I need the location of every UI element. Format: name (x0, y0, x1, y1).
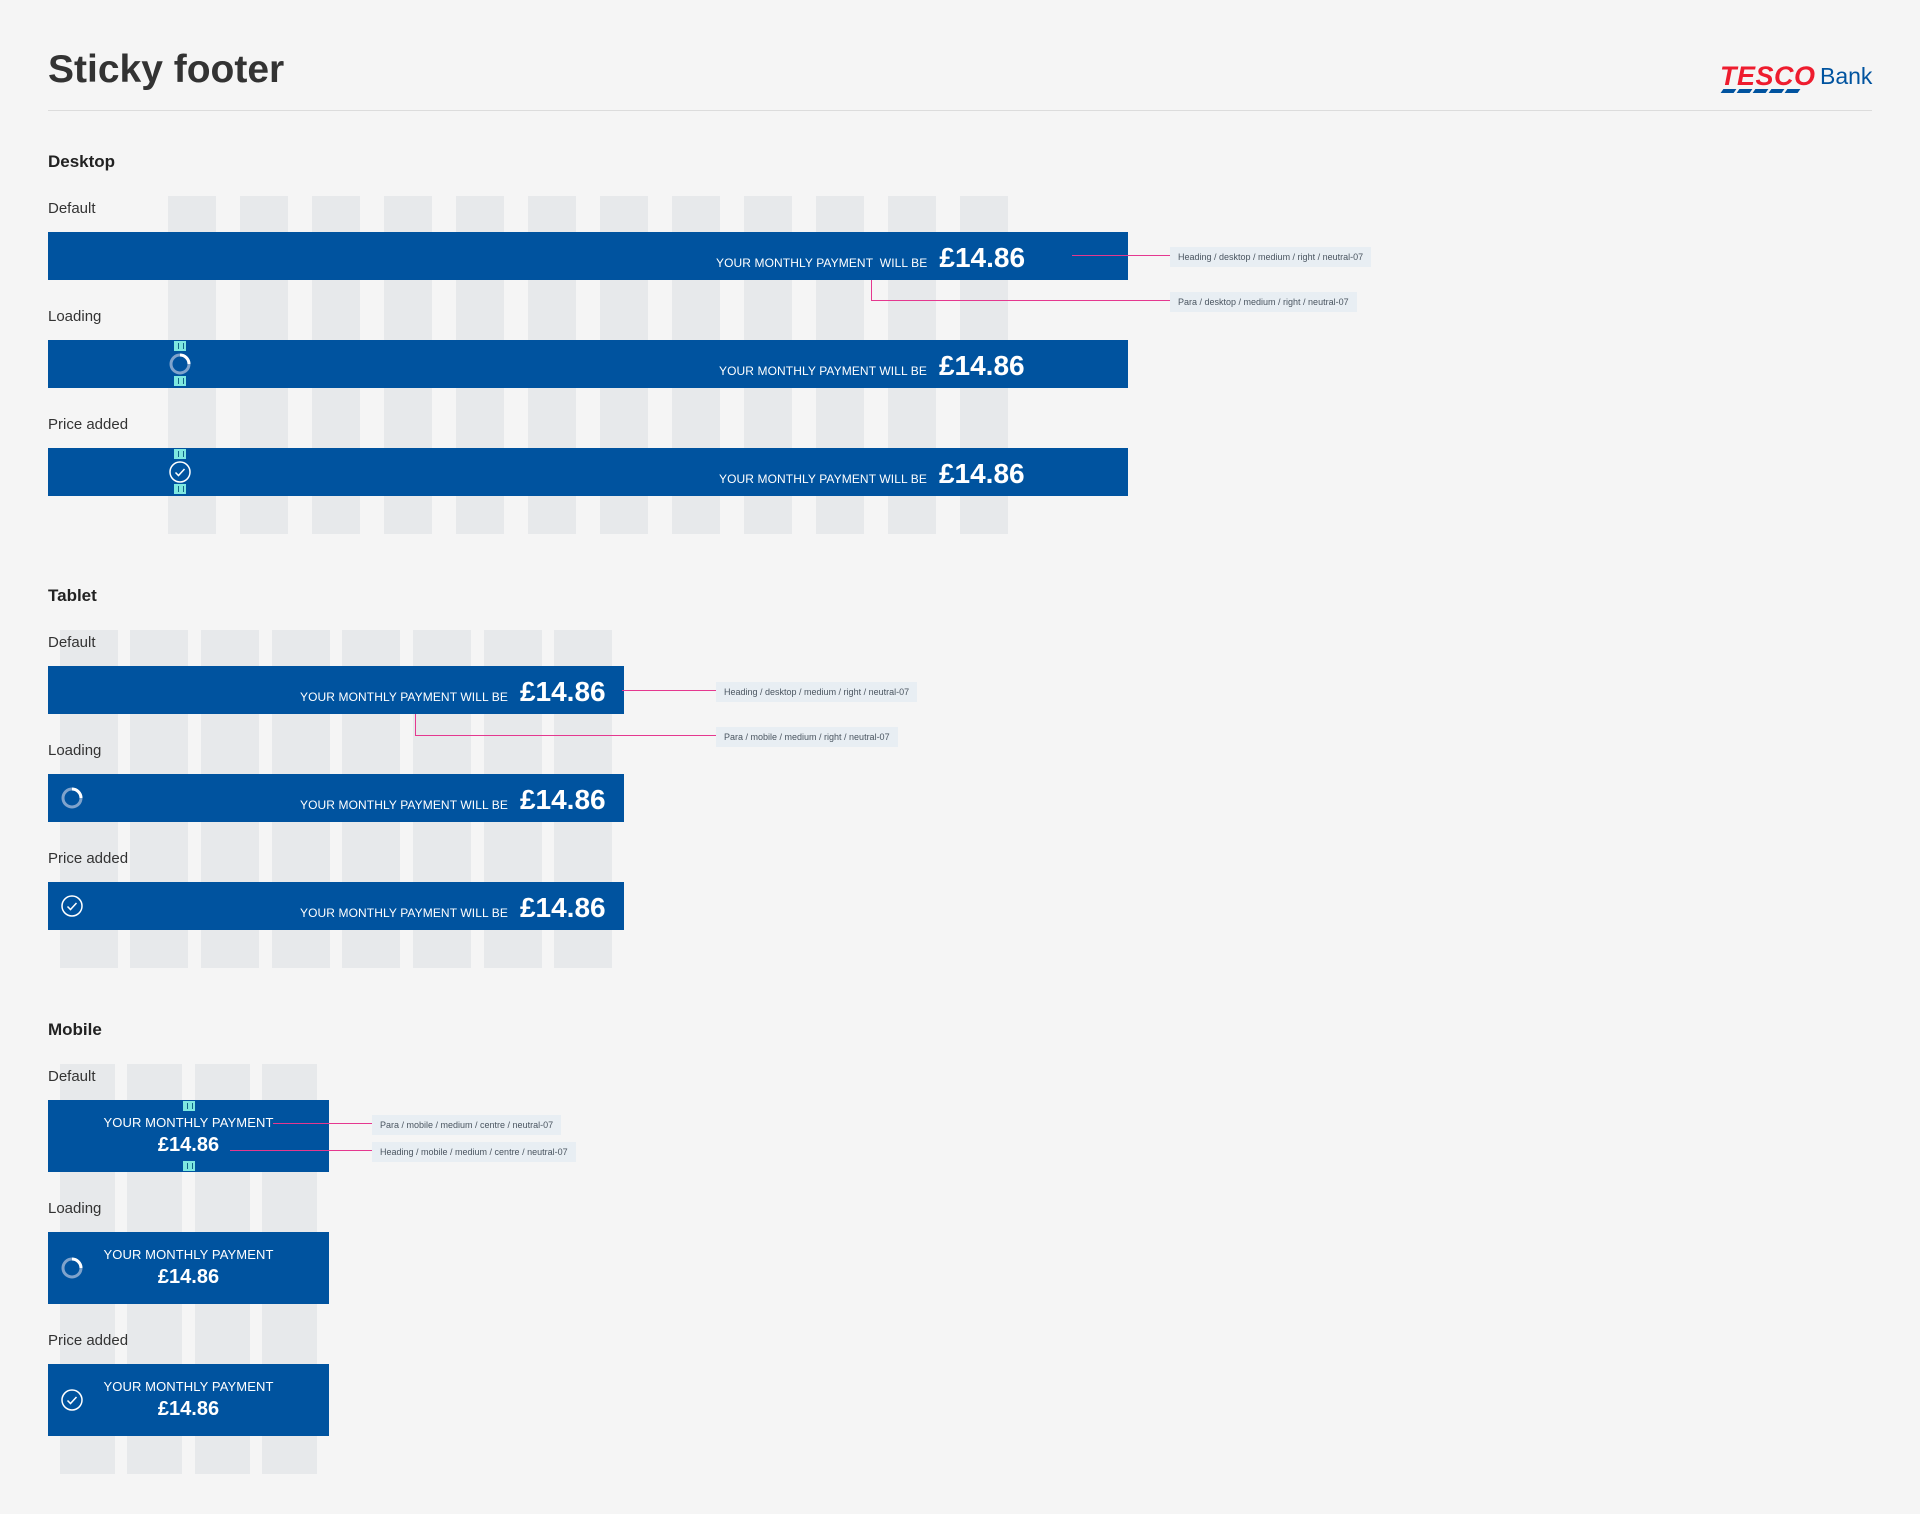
tablet-sticky-footer-default: YOUR MONTHLY PAYMENT WILL BE £14.86 (48, 666, 624, 714)
annotation-leader (415, 735, 717, 736)
tesco-wordmark: TESCO (1720, 63, 1815, 95)
mobile-sticky-footer-loading: YOUR MONTHLY PAYMENT £14.86 (48, 1232, 329, 1304)
payment-message: YOUR MONTHLY PAYMENT (103, 1379, 274, 1394)
tesco-logo-text: TESCO (1720, 61, 1816, 91)
annotation-leader (871, 280, 872, 301)
payment-price: £14.86 (519, 676, 606, 707)
tablet-sticky-footer-added: YOUR MONTHLY PAYMENT WILL BE £14.86 (48, 882, 624, 930)
annotation-heading-desktop: Heading / desktop / medium / right / neu… (1170, 247, 1372, 267)
mobile-sticky-footer-default: YOUR MONTHLY PAYMENT £14.86 (48, 1100, 329, 1172)
payment-price: £14.86 (939, 242, 1026, 273)
payment-message: YOUR MONTHLY PAYMENT WILL BE (719, 364, 927, 378)
payment-message: YOUR MONTHLY PAYMENT WILL BE (300, 690, 508, 704)
desktop-sticky-footer-default: YOUR MONTHLY PAYMENT WILL BE £14.86 (48, 232, 1128, 280)
mobile-loading-label: Loading (48, 1200, 102, 1217)
desktop-added-label: Price added (48, 416, 129, 433)
spinner-icon (61, 787, 83, 809)
mobile-added-label: Price added (48, 1332, 129, 1349)
check-circle-icon (61, 895, 83, 917)
annotation-leader (622, 690, 718, 691)
spacing-marker (174, 341, 186, 351)
tablet-sticky-footer-loading: YOUR MONTHLY PAYMENT WILL BE £14.86 (48, 774, 624, 822)
payment-summary: YOUR MONTHLY PAYMENT WILL BE £14.86 (300, 676, 606, 708)
payment-price: £14.86 (157, 1134, 220, 1156)
spinner-icon (61, 1257, 83, 1279)
payment-message: YOUR MONTHLY PAYMENT WILL BE (716, 256, 928, 270)
mobile-heading: Mobile (48, 1020, 102, 1039)
spacing-marker (183, 1161, 195, 1171)
desktop-sticky-footer-added: YOUR MONTHLY PAYMENT WILL BE £14.86 (48, 448, 1128, 496)
payment-price: £14.86 (519, 892, 606, 923)
mobile-default-label: Default (48, 1068, 96, 1085)
check-circle-icon (61, 1389, 83, 1411)
tablet-added-label: Price added (48, 850, 129, 867)
spacing-marker (174, 449, 186, 459)
desktop-heading: Desktop (48, 152, 116, 171)
payment-summary: YOUR MONTHLY PAYMENT WILL BE £14.86 (300, 892, 606, 924)
tesco-bank-logo: TESCO Bank (1720, 62, 1872, 96)
annotation-para-tablet: Para / mobile / medium / right / neutral… (716, 727, 898, 747)
check-circle-icon (169, 461, 191, 483)
payment-price: £14.86 (519, 784, 606, 815)
mobile-sticky-footer-added: YOUR MONTHLY PAYMENT £14.86 (48, 1364, 329, 1436)
payment-summary: YOUR MONTHLY PAYMENT WILL BE £14.86 (300, 784, 606, 816)
payment-message: YOUR MONTHLY PAYMENT WILL BE (300, 906, 508, 920)
spacing-marker (174, 376, 186, 386)
payment-summary: YOUR MONTHLY PAYMENT WILL BE £14.86 (719, 350, 1025, 382)
tablet-loading-label: Loading (48, 742, 102, 759)
annotation-heading-tablet: Heading / desktop / medium / right / neu… (716, 682, 918, 702)
payment-message: YOUR MONTHLY PAYMENT WILL BE (719, 472, 927, 486)
annotation-para-mobile: Para / mobile / medium / centre / neutra… (372, 1115, 562, 1135)
payment-price: £14.86 (938, 458, 1025, 489)
spacing-marker (174, 484, 186, 494)
annotation-leader (230, 1150, 373, 1151)
spacing-marker (183, 1101, 195, 1111)
payment-summary: YOUR MONTHLY PAYMENT WILL BE £14.86 (719, 458, 1025, 490)
desktop-loading-label: Loading (48, 308, 102, 325)
title-divider (48, 110, 1872, 111)
payment-message: YOUR MONTHLY PAYMENT WILL BE (300, 798, 508, 812)
payment-message: YOUR MONTHLY PAYMENT (103, 1247, 274, 1262)
annotation-leader (273, 1123, 373, 1124)
desktop-default-label: Default (48, 200, 96, 217)
annotation-leader (1072, 255, 1172, 256)
payment-price: £14.86 (157, 1266, 220, 1288)
bank-logo-text: Bank (1820, 63, 1873, 89)
tesco-stripes-icon (1720, 89, 1801, 93)
tablet-default-label: Default (48, 634, 96, 651)
tablet-heading: Tablet (48, 586, 97, 605)
annotation-leader (415, 714, 416, 736)
annotation-para-desktop: Para / desktop / medium / right / neutra… (1170, 292, 1357, 312)
page-title: Sticky footer (48, 48, 285, 91)
payment-summary: YOUR MONTHLY PAYMENT WILL BE £14.86 (716, 242, 1025, 274)
payment-message: YOUR MONTHLY PAYMENT (103, 1115, 274, 1130)
annotation-leader (871, 300, 1171, 301)
spinner-icon (169, 353, 191, 375)
desktop-sticky-footer-loading: YOUR MONTHLY PAYMENT WILL BE £14.86 (48, 340, 1128, 388)
payment-price: £14.86 (938, 350, 1025, 381)
annotation-heading-mobile: Heading / mobile / medium / centre / neu… (372, 1142, 576, 1162)
payment-price: £14.86 (157, 1398, 220, 1420)
